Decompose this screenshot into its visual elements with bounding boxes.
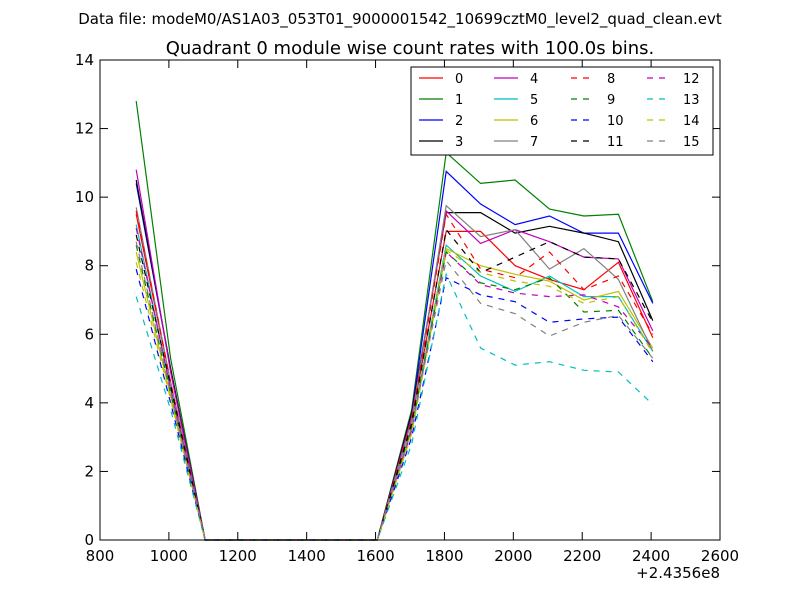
x-offset-label: +2.4356e8	[636, 564, 720, 582]
legend-label-3: 3	[455, 135, 463, 150]
x-tick-label: 1800	[425, 547, 463, 565]
x-tick-label: 1000	[150, 547, 188, 565]
x-tick-label: 2200	[563, 547, 601, 565]
legend-label-2: 2	[455, 114, 463, 129]
legend-label-9: 9	[607, 93, 615, 108]
x-tick-label: 2600	[701, 547, 739, 565]
chart-title: Quadrant 0 module wise count rates with …	[166, 38, 655, 59]
x-tick-label: 1200	[219, 547, 257, 565]
legend-label-7: 7	[530, 135, 538, 150]
figure-suptitle: Data file: modeM0/AS1A03_053T01_90000015…	[78, 10, 722, 29]
series-line-15	[135, 241, 654, 541]
x-tick-label: 2400	[632, 547, 670, 565]
y-tick-label: 2	[84, 462, 94, 480]
y-tick-label: 12	[75, 120, 94, 138]
legend-label-15: 15	[683, 135, 700, 150]
series-line-9	[135, 244, 654, 541]
y-tick-label: 4	[84, 394, 94, 412]
legend-label-5: 5	[530, 93, 538, 108]
x-tick-label: 800	[86, 547, 115, 565]
y-tick-label: 10	[75, 188, 94, 206]
y-tick-labels: 0 2 4 6 8 10 12 14	[75, 51, 94, 549]
legend-label-12: 12	[683, 72, 700, 87]
legend-label-11: 11	[607, 135, 624, 150]
legend-label-8: 8	[607, 72, 615, 87]
y-tick-label: 6	[84, 325, 94, 343]
series-line-10	[135, 268, 654, 541]
legend-label-0: 0	[455, 72, 463, 87]
y-tick-label: 14	[75, 51, 94, 69]
x-tick-label: 2000	[494, 547, 532, 565]
legend-label-14: 14	[683, 114, 700, 129]
legend-label-13: 13	[683, 93, 700, 108]
legend-label-1: 1	[455, 93, 463, 108]
legend-label-6: 6	[530, 114, 538, 129]
legend-frame	[410, 66, 714, 156]
x-tick-label: 1600	[356, 547, 394, 565]
x-tick-labels: 800 1000 1200 1400 1600 1800 2000 2200 2400 2600	[86, 547, 739, 565]
plot-frame	[99, 59, 721, 541]
y-tick-label: 0	[84, 531, 94, 549]
legend-label-4: 4	[530, 72, 538, 87]
x-tick-label: 1400	[288, 547, 326, 565]
y-tick-label: 8	[84, 257, 94, 275]
legend-label-10: 10	[607, 114, 624, 129]
